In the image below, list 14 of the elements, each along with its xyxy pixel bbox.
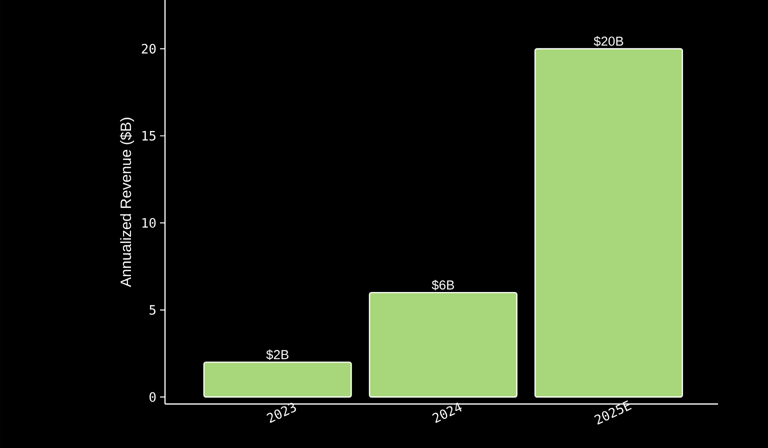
bar bbox=[534, 48, 684, 398]
bar bbox=[203, 362, 352, 398]
data-label: $2B bbox=[266, 350, 288, 360]
data-label: $6B bbox=[432, 280, 454, 290]
y-axis-title: Annualized Revenue ($B) bbox=[120, 118, 134, 288]
y-tick-label: 10 bbox=[142, 218, 156, 228]
y-tick-label: 20 bbox=[142, 44, 156, 54]
data-label: $20B bbox=[594, 36, 624, 47]
x-tick-label: 2024 bbox=[432, 402, 462, 423]
bar bbox=[368, 292, 518, 398]
y-tick-label: 15 bbox=[142, 131, 156, 141]
x-tick-label: 2023 bbox=[266, 402, 296, 423]
y-tick-label: 0 bbox=[150, 392, 156, 402]
y-tick-label: 5 bbox=[150, 305, 156, 315]
